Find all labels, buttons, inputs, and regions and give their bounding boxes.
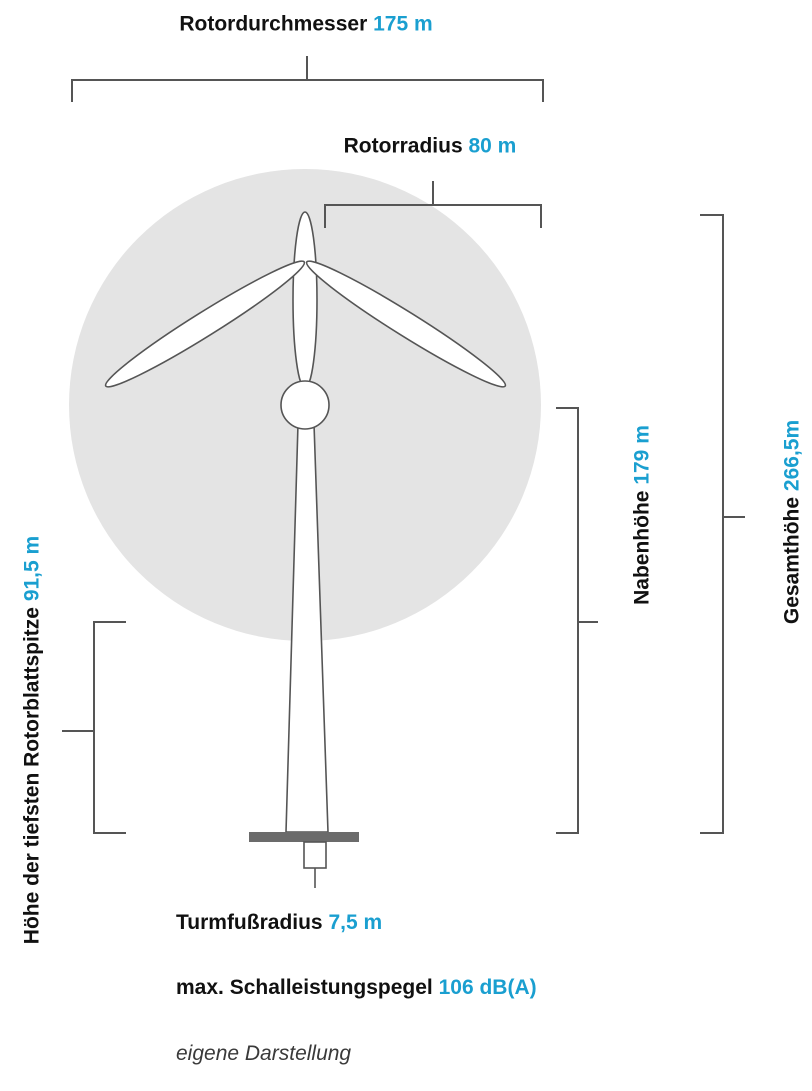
rotor-diameter-value: 175 m xyxy=(373,12,433,36)
rotor-blade-left xyxy=(104,260,306,388)
tower-base-radius-value: 7,5 m xyxy=(328,911,383,934)
rotor-hub xyxy=(280,380,330,430)
rotor-radius-bracket xyxy=(324,181,542,228)
total-height-value: 266,5m xyxy=(780,419,804,492)
sound-power-level-value: 106 dB(A) xyxy=(438,976,537,999)
total-height-label: Gesamthöhe 266,5m xyxy=(780,419,804,625)
foundation-pile xyxy=(303,841,327,869)
rotor-blade-top xyxy=(292,211,318,389)
total-height-text: Gesamthöhe xyxy=(780,496,804,625)
rotor-blade-right xyxy=(305,260,507,388)
hub-height-bracket xyxy=(556,407,598,834)
total-height-bracket xyxy=(700,214,745,834)
lowest-tip-height-bracket xyxy=(62,621,126,834)
rotor-diameter-label: Rotordurchmesser 175 m xyxy=(179,14,432,35)
rotor-diameter-text: Rotordurchmesser xyxy=(179,12,368,36)
hub-height-text: Nabenhöhe xyxy=(630,490,654,605)
rotor-radius-text: Rotorradius xyxy=(343,134,463,158)
hub-height-label: Nabenhöhe 179 m xyxy=(630,425,654,605)
source-credit: eigene Darstellung xyxy=(176,1042,352,1065)
rotor-radius-value: 80 m xyxy=(468,134,517,158)
tower-base-radius-label: Turmfußradius 7,5 m xyxy=(176,912,382,933)
foundation-plate xyxy=(249,832,359,842)
tower-base-radius-text: Turmfußradius xyxy=(176,911,323,934)
lowest-tip-height-value: 91,5 m xyxy=(20,535,44,602)
lowest-tip-height-label: Höhe der tiefsten Rotorblattspitze 91,5 … xyxy=(20,535,44,945)
rotor-diameter-bracket xyxy=(71,56,544,102)
lowest-tip-height-text: Höhe der tiefsten Rotorblattspitze xyxy=(20,607,44,945)
sound-power-level-label: max. Schalleistungspegel 106 dB(A) xyxy=(176,977,537,998)
hub-height-value: 179 m xyxy=(630,425,654,485)
rotor-radius-label: Rotorradius 80 m xyxy=(344,136,517,157)
sound-power-level-text: max. Schalleistungspegel xyxy=(176,976,433,999)
